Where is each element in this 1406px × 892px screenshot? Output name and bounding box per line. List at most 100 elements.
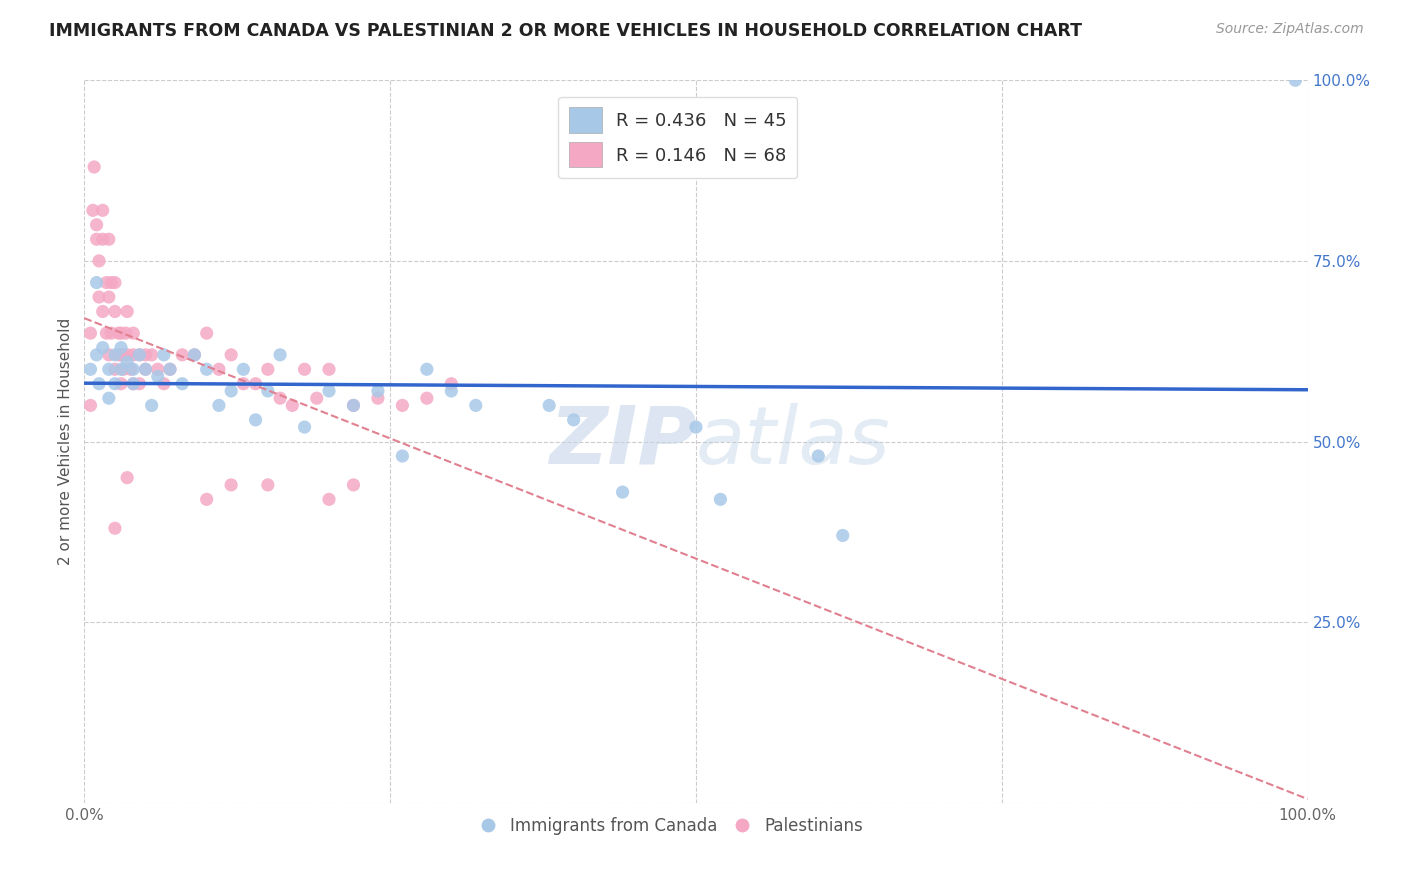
- Point: [141, 348, 163, 362]
- Point: [122, 326, 145, 340]
- Point: [86, 232, 108, 246]
- Point: [91, 341, 114, 355]
- Point: [135, 362, 157, 376]
- Point: [807, 449, 830, 463]
- Point: [172, 376, 194, 391]
- Point: [107, 348, 129, 362]
- Point: [257, 384, 280, 398]
- Point: [112, 348, 135, 362]
- Point: [257, 362, 280, 376]
- Point: [100, 276, 122, 290]
- Point: [391, 449, 413, 463]
- Point: [219, 348, 242, 362]
- Point: [97, 362, 120, 376]
- Point: [318, 384, 340, 398]
- Point: [110, 341, 132, 355]
- Point: [97, 348, 120, 362]
- Point: [79, 398, 101, 412]
- Point: [122, 376, 145, 391]
- Point: [91, 304, 114, 318]
- Point: [159, 362, 181, 376]
- Point: [562, 413, 585, 427]
- Point: [416, 391, 439, 405]
- Point: [612, 485, 634, 500]
- Point: [107, 326, 129, 340]
- Point: [115, 304, 138, 318]
- Legend: Immigrants from Canada, Palestinians: Immigrants from Canada, Palestinians: [474, 810, 869, 841]
- Point: [153, 348, 176, 362]
- Point: [104, 376, 127, 391]
- Point: [96, 276, 118, 290]
- Point: [183, 348, 205, 362]
- Point: [122, 376, 145, 391]
- Point: [269, 391, 291, 405]
- Point: [110, 362, 132, 376]
- Point: [115, 470, 138, 484]
- Point: [115, 355, 138, 369]
- Point: [128, 376, 150, 391]
- Point: [100, 326, 122, 340]
- Point: [146, 369, 169, 384]
- Point: [709, 492, 731, 507]
- Point: [208, 362, 231, 376]
- Point: [122, 362, 145, 376]
- Point: [79, 326, 101, 340]
- Point: [342, 478, 364, 492]
- Point: [87, 290, 110, 304]
- Point: [110, 376, 132, 391]
- Point: [464, 398, 486, 412]
- Point: [86, 276, 108, 290]
- Point: [318, 492, 340, 507]
- Point: [79, 362, 101, 376]
- Point: [342, 398, 364, 412]
- Point: [294, 420, 316, 434]
- Point: [342, 398, 364, 412]
- Point: [104, 521, 127, 535]
- Point: [86, 348, 108, 362]
- Point: [1284, 73, 1306, 87]
- Text: IMMIGRANTS FROM CANADA VS PALESTINIAN 2 OR MORE VEHICLES IN HOUSEHOLD CORRELATIO: IMMIGRANTS FROM CANADA VS PALESTINIAN 2 …: [49, 22, 1083, 40]
- Point: [232, 362, 254, 376]
- Point: [269, 348, 291, 362]
- Point: [195, 326, 218, 340]
- Point: [367, 384, 389, 398]
- Point: [831, 528, 853, 542]
- Point: [128, 348, 150, 362]
- Point: [83, 160, 105, 174]
- Point: [685, 420, 707, 434]
- Text: Source: ZipAtlas.com: Source: ZipAtlas.com: [1216, 22, 1364, 37]
- Point: [110, 348, 132, 362]
- Point: [294, 362, 316, 376]
- Point: [115, 326, 138, 340]
- Text: ZIP: ZIP: [548, 402, 696, 481]
- Point: [104, 362, 127, 376]
- Point: [122, 348, 145, 362]
- Point: [141, 398, 163, 412]
- Point: [97, 391, 120, 405]
- Point: [115, 348, 138, 362]
- Point: [87, 376, 110, 391]
- Point: [219, 478, 242, 492]
- Point: [245, 413, 267, 427]
- Point: [91, 203, 114, 218]
- Text: atlas: atlas: [696, 402, 891, 481]
- Point: [195, 492, 218, 507]
- Point: [146, 362, 169, 376]
- Point: [153, 376, 176, 391]
- Point: [440, 384, 463, 398]
- Point: [110, 326, 132, 340]
- Point: [232, 376, 254, 391]
- Point: [135, 362, 157, 376]
- Point: [97, 232, 120, 246]
- Point: [416, 362, 439, 376]
- Point: [96, 326, 118, 340]
- Point: [97, 290, 120, 304]
- Point: [367, 391, 389, 405]
- Point: [104, 276, 127, 290]
- Point: [281, 398, 304, 412]
- Point: [183, 348, 205, 362]
- Point: [257, 478, 280, 492]
- Point: [104, 304, 127, 318]
- Point: [538, 398, 561, 412]
- Point: [219, 384, 242, 398]
